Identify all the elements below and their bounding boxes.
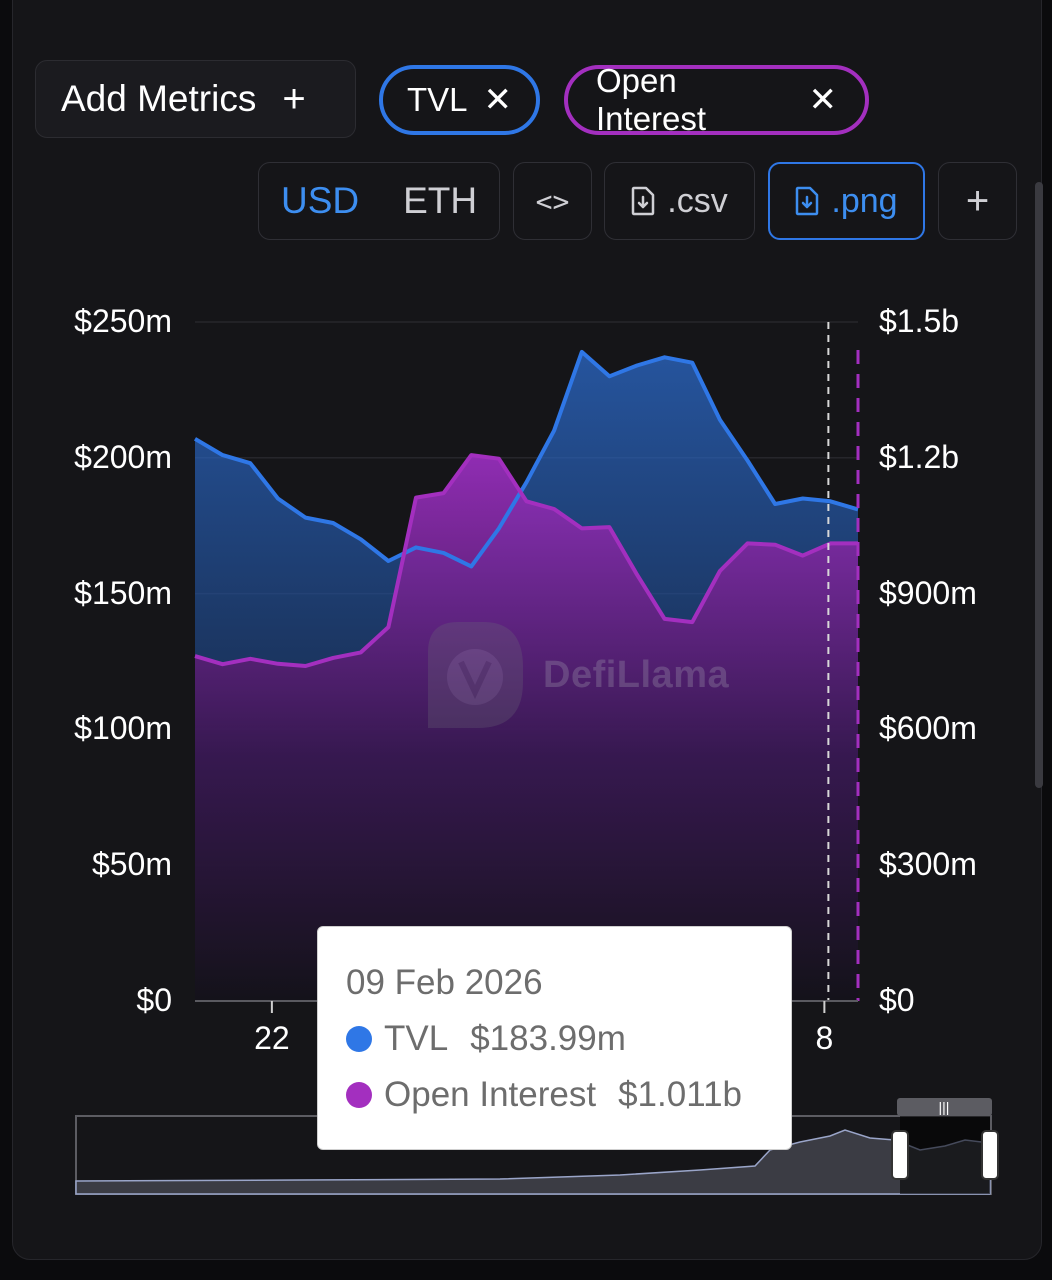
metric-tag-open-interest[interactable]: Open Interest ✕ [564,62,869,137]
slider-top-handle[interactable] [897,1098,992,1116]
slider-right-handle[interactable] [981,1130,999,1180]
plus-icon: + [282,76,306,121]
png-label: .png [831,181,898,220]
right-axis-tick-label: $0 [879,982,915,1018]
tooltip-series-name: Open Interest [384,1075,597,1114]
left-axis-tick-label: $250m [74,303,172,339]
close-icon[interactable]: ✕ [808,81,838,119]
left-axis-tick-label: $0 [136,982,172,1018]
download-png-button[interactable]: .png [768,162,925,240]
series-dot-icon [346,1026,372,1052]
series-dot-icon [346,1082,372,1108]
currency-option-eth[interactable]: ETH [403,180,478,221]
right-axis-tick-label: $300m [879,846,977,883]
right-axis-tick-label: $600m [879,710,977,747]
open-interest-series-line [194,453,858,668]
embed-button[interactable]: <> [513,162,592,240]
slider-selected-window[interactable] [900,1116,990,1194]
defillama-watermark: DefiLlama [428,620,758,730]
scrollbar[interactable] [1035,182,1043,788]
plus-icon: + [965,178,990,223]
file-download-icon [796,186,819,216]
x-axis-tick-label: 8 [815,1020,834,1056]
metric-tag-tvl[interactable]: TVL ✕ [379,65,540,135]
add-metrics-button[interactable]: Add Metrics + [35,60,356,138]
right-axis-tick-label: $1.5b [879,303,960,339]
currency-toggle: USD ETH [258,162,500,240]
tooltip-date: 09 Feb 2026 [346,963,543,1002]
left-axis-tick-label: $150m [74,574,172,611]
left-axis-tick-label: $100m [74,710,172,747]
csv-label: .csv [667,181,728,220]
tvl-series-line [193,349,859,569]
chart-tooltip: 09 Feb 2026 TVL $183.99m Open Interest $… [317,926,792,1150]
tooltip-series-value: $183.99m [470,1019,626,1058]
tooltip-series-name: TVL [384,1019,449,1058]
add-chart-button[interactable]: + [938,162,1017,240]
tooltip-row-open-interest: Open Interest $1.011b [346,1075,742,1115]
close-icon[interactable]: ✕ [483,81,513,119]
slider-left-handle[interactable] [891,1130,909,1180]
right-axis-tick-label: $1.2b [879,438,960,475]
left-axis-tick-label: $200m [74,438,172,475]
llama-logo-icon [428,622,523,728]
file-download-icon [632,186,655,216]
open-interest-area [195,455,858,1002]
slider-grip-icon: ||| [939,1099,950,1115]
tooltip-series-value: $1.011b [618,1075,742,1114]
x-axis-tick-label: 22 [254,1020,290,1056]
tooltip-row-tvl: TVL $183.99m [346,1019,626,1059]
metric-tag-label: TVL [406,81,468,118]
currency-option-usd[interactable]: USD [281,180,360,221]
download-csv-button[interactable]: .csv [604,162,755,240]
metric-tag-label: Open Interest [596,62,707,137]
watermark-text: DefiLlama [543,653,730,696]
code-icon: <> [535,184,570,218]
right-axis-tick-label: $900m [879,574,977,611]
add-metrics-label: Add Metrics [61,78,257,119]
left-axis-tick-label: $50m [91,846,172,883]
